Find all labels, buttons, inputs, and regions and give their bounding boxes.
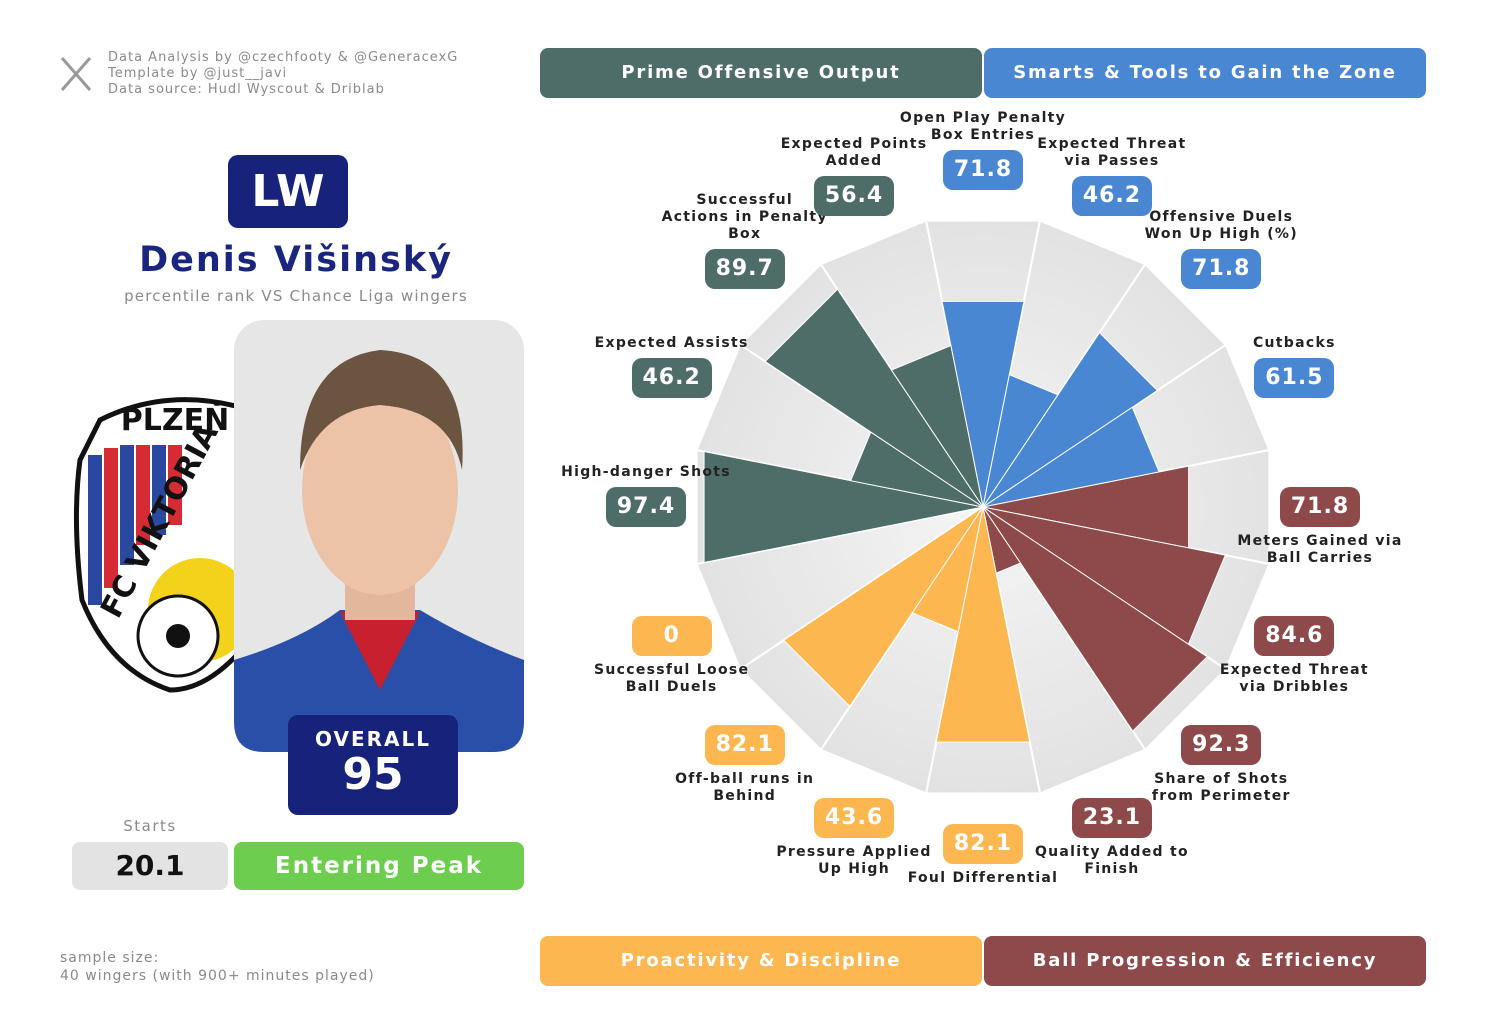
value-label: 23.1 bbox=[1071, 798, 1152, 839]
category-label: Expected Points Added bbox=[780, 135, 928, 169]
value-label: 71.8 bbox=[1181, 248, 1262, 289]
overall-badge: OVERALL 95 bbox=[288, 715, 458, 815]
category-label: Successful Actions in Penalty Box bbox=[661, 191, 828, 242]
value-label: 61.5 bbox=[1254, 358, 1335, 399]
value-label: 71.8 bbox=[1280, 487, 1360, 527]
value-label: 43.6 bbox=[814, 798, 895, 839]
position-badge: LW bbox=[228, 155, 348, 228]
category-label: Foul Differential bbox=[907, 870, 1059, 886]
value-label: 71.8 bbox=[943, 150, 1023, 190]
legend-item: Prime Offensive Output bbox=[540, 48, 982, 98]
value-label: 82.1 bbox=[704, 725, 785, 766]
category-label: Quality Added to Finish bbox=[1034, 844, 1189, 878]
bar bbox=[890, 344, 984, 508]
player-photo bbox=[234, 320, 524, 752]
category-label: Open Play Penalty Box Entries bbox=[899, 110, 1067, 143]
overall-value: 95 bbox=[342, 749, 404, 800]
category-label: Meters Gained via Ball Carries bbox=[1237, 533, 1403, 566]
category-label: Successful Loose Ball Duels bbox=[593, 661, 750, 695]
credit-line: Data source: Hudl Wyscout & Driblab bbox=[108, 82, 385, 97]
value-label: 89.7 bbox=[704, 248, 785, 289]
value-label: 84.6 bbox=[1254, 615, 1335, 656]
legend-item: Smarts & Tools to Gain the Zone bbox=[984, 48, 1426, 98]
value-label: 46.2 bbox=[1071, 175, 1152, 216]
category-label: Expected Assists bbox=[594, 335, 749, 352]
starts-value: 20.1 bbox=[72, 842, 228, 890]
sample-text: 40 wingers (with 900+ minutes played) bbox=[60, 968, 375, 984]
subtitle: percentile rank VS Chance Liga wingers bbox=[124, 287, 468, 305]
value-label: 56.4 bbox=[814, 175, 895, 216]
value-label: 46.2 bbox=[631, 358, 712, 399]
starts-label: Starts bbox=[123, 817, 177, 835]
value-label: 92.3 bbox=[1181, 725, 1262, 766]
bar bbox=[782, 506, 984, 708]
sample-label: sample size: bbox=[60, 950, 160, 966]
credit-line: Template by @just__javi bbox=[108, 66, 288, 81]
value-label: 82.1 bbox=[943, 824, 1023, 864]
category-label: Off-ball runs in Behind bbox=[675, 771, 815, 805]
bar bbox=[982, 506, 1208, 732]
club-logo: PLZEŇ FC VIKTORIA bbox=[73, 397, 236, 693]
logo-top: PLZEŇ bbox=[121, 402, 229, 438]
legend-item: Proactivity & Discipline bbox=[540, 936, 982, 986]
category-label: Expected Threat via Passes bbox=[1037, 135, 1187, 169]
category-label: Offensive Duels Won Up High (%) bbox=[1144, 208, 1298, 242]
x-logo bbox=[60, 57, 92, 91]
bar bbox=[703, 450, 984, 564]
category-label: Expected Threat via Dribbles bbox=[1219, 661, 1369, 695]
category-label: Pressure Applied Up High bbox=[776, 844, 932, 878]
legend-item: Ball Progression & Efficiency bbox=[984, 936, 1426, 986]
stage-badge: Entering Peak bbox=[234, 842, 524, 890]
player-name: Denis Višinský bbox=[139, 240, 453, 280]
credit-line: Data Analysis by @czechfooty & @Generace… bbox=[108, 50, 459, 65]
value-label: 0 bbox=[631, 615, 712, 656]
category-label: Share of Shots from Perimeter bbox=[1151, 771, 1291, 805]
overall-label: OVERALL bbox=[315, 727, 431, 751]
pizza-chart bbox=[695, 219, 1271, 795]
value-label: 97.4 bbox=[606, 487, 686, 527]
category-label: High-danger Shots bbox=[561, 464, 731, 480]
category-label: Cutbacks bbox=[1252, 335, 1336, 352]
